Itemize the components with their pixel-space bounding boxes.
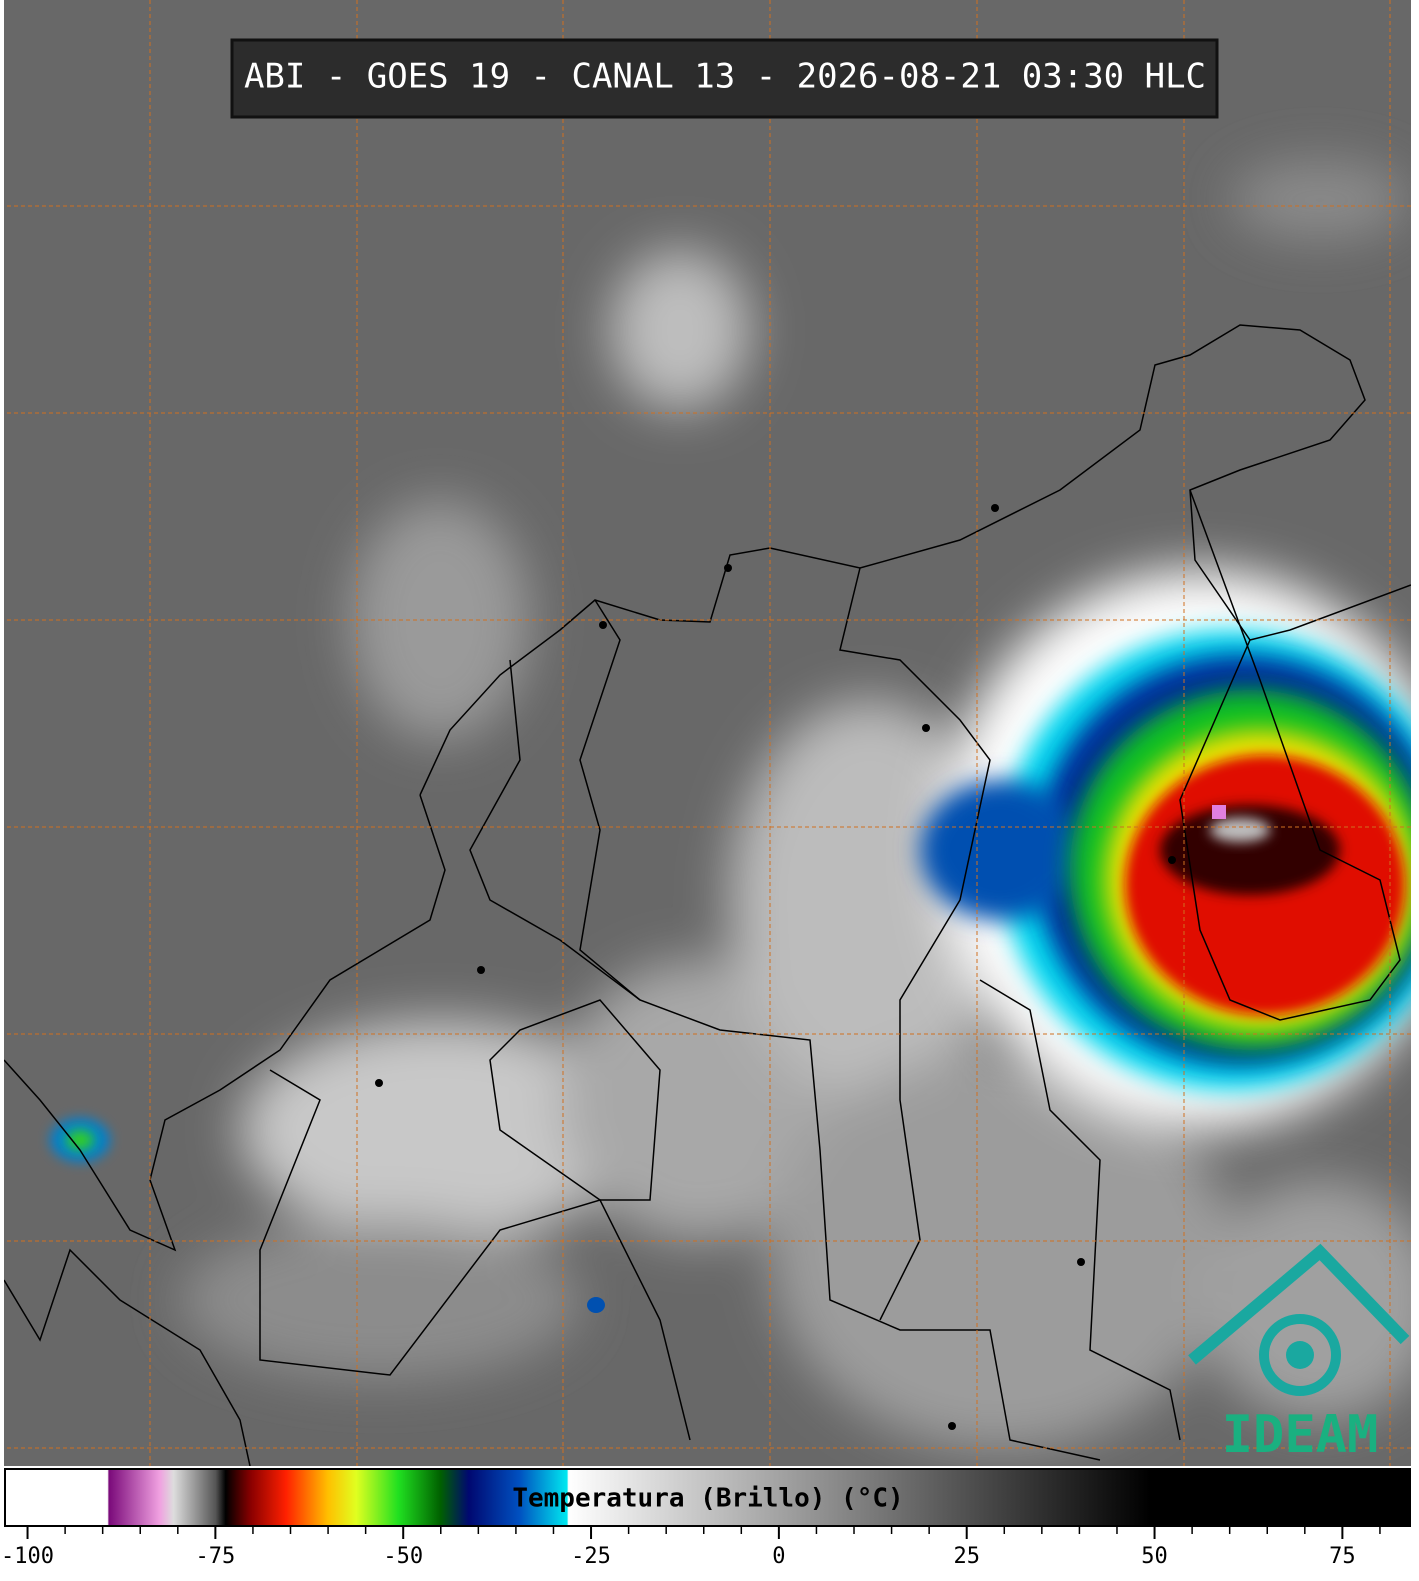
title-box [230,38,1219,119]
x-tick-label: -75 [195,1544,235,1569]
x-tick-label: -100 [1,1544,54,1569]
cities [375,504,1176,1430]
logo-text: IDEAM [1222,1405,1379,1465]
colorbar-label: Temperatura (Brillo) (°C) [512,1484,903,1514]
colorbar-ramp [4,1468,1411,1527]
colorbar: Temperatura (Brillo) (°C) [4,1468,1411,1527]
logo: IDEAM [1188,1243,1410,1465]
borders [4,324,1411,1466]
x-tick-label: 75 [1329,1544,1356,1569]
storm [50,570,1411,1313]
x-tick-label: -50 [383,1544,423,1569]
graticule [4,0,1411,1466]
x-tick-label: 0 [772,1544,785,1569]
x-tick-label: 25 [953,1544,980,1569]
title: ABI - GOES 19 - CANAL 13 - 2026-08-21 03… [244,57,1206,97]
x-tick-label: 50 [1141,1544,1168,1569]
x-tick-label: -25 [571,1544,611,1569]
map: IDEAM [4,0,1411,1466]
